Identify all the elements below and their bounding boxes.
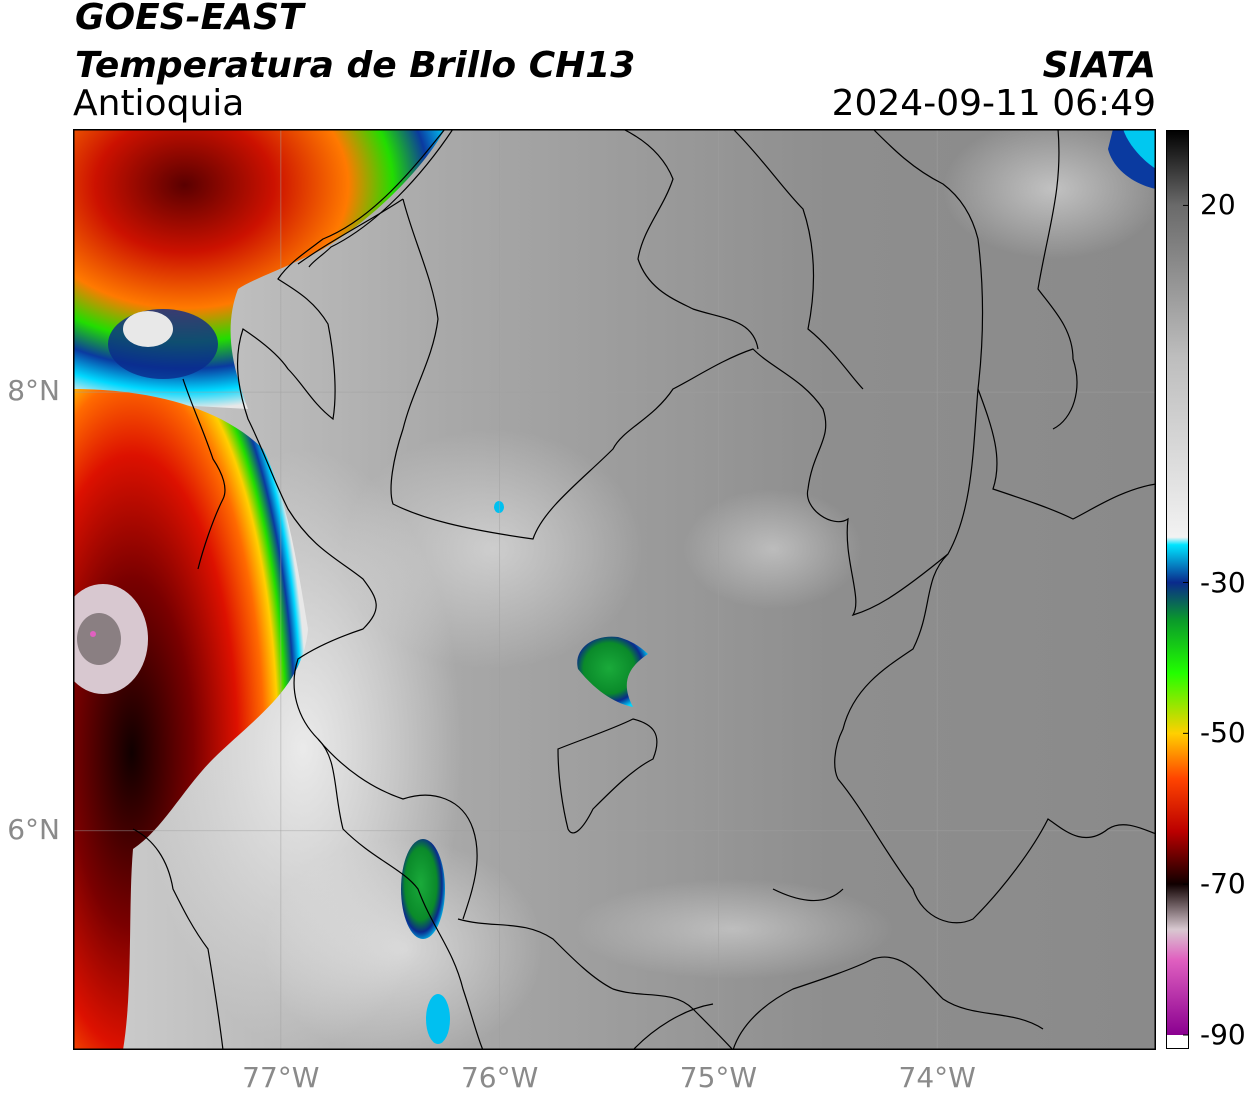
convective-cell-center (577, 636, 648, 707)
longitude-tick-label: 76°W (460, 1061, 539, 1094)
coastline (236, 129, 484, 1050)
border-department (297, 198, 404, 265)
colorbar-tick-label: -50 (1200, 716, 1246, 750)
coastline (308, 129, 454, 268)
grid-lines (73, 129, 1156, 1050)
boundary-lines (132, 129, 1156, 1050)
cloud-haze (263, 839, 543, 1050)
title-product: Temperatura de Brillo CH13 (75, 45, 636, 86)
cloud-haze (573, 879, 893, 979)
border-municipal (557, 718, 658, 834)
coastline (132, 828, 224, 1050)
latitude-tick-label: 6°N (7, 812, 60, 846)
border-department (317, 738, 478, 920)
border-department (622, 129, 759, 350)
temperature-colorbar (1166, 130, 1189, 1049)
border-department (834, 129, 984, 780)
title-datetime: 2024-09-11 06:49 (831, 83, 1156, 124)
map-frame (73, 129, 1156, 1050)
longitude-tick-label: 77°W (242, 1061, 320, 1094)
border-department (772, 888, 844, 902)
colorbar-frame (1166, 130, 1189, 1049)
coastline (182, 378, 226, 570)
border-department (837, 778, 1156, 924)
border-department (457, 918, 734, 1050)
colorbar-tick-label: -90 (1200, 1018, 1246, 1051)
small-cell (494, 501, 504, 513)
colorbar-tick-label: -30 (1200, 565, 1246, 599)
colorbar-bottom-cap (1166, 1035, 1189, 1049)
cloud-cyan-patch (123, 311, 173, 347)
storm-cloud-northeast (1123, 129, 1156, 169)
storm-cloud-west (73, 389, 308, 1050)
convective-cell-south (401, 839, 445, 939)
longitude-tick-label: 75°W (679, 1061, 758, 1094)
convective-cell-south (426, 994, 450, 1044)
latitude-tick-label: 8°N (7, 374, 60, 408)
colorbar-tick-label: -70 (1200, 867, 1246, 901)
cloud-haze (683, 489, 863, 609)
coldest-pixel (90, 631, 96, 637)
border-antioquia (390, 198, 949, 617)
border-department (632, 1003, 714, 1050)
border-department (732, 129, 864, 390)
title-region: Antioquia (73, 83, 245, 124)
colorbar-tick-label: 20 (1200, 188, 1236, 222)
border-department (732, 956, 1044, 1050)
title-agency: SIATA (1042, 45, 1156, 86)
cold-cloud-top (77, 613, 121, 665)
border-department (977, 388, 1156, 520)
cloud-haze (943, 129, 1156, 259)
colorbar-fill (1166, 130, 1189, 1035)
cloud-haze (343, 429, 643, 669)
border-department (1037, 129, 1078, 430)
longitude-tick-label: 74°W (898, 1061, 976, 1094)
satellite-map (73, 129, 1156, 1050)
title-satellite: GOES-EAST (75, 0, 304, 38)
